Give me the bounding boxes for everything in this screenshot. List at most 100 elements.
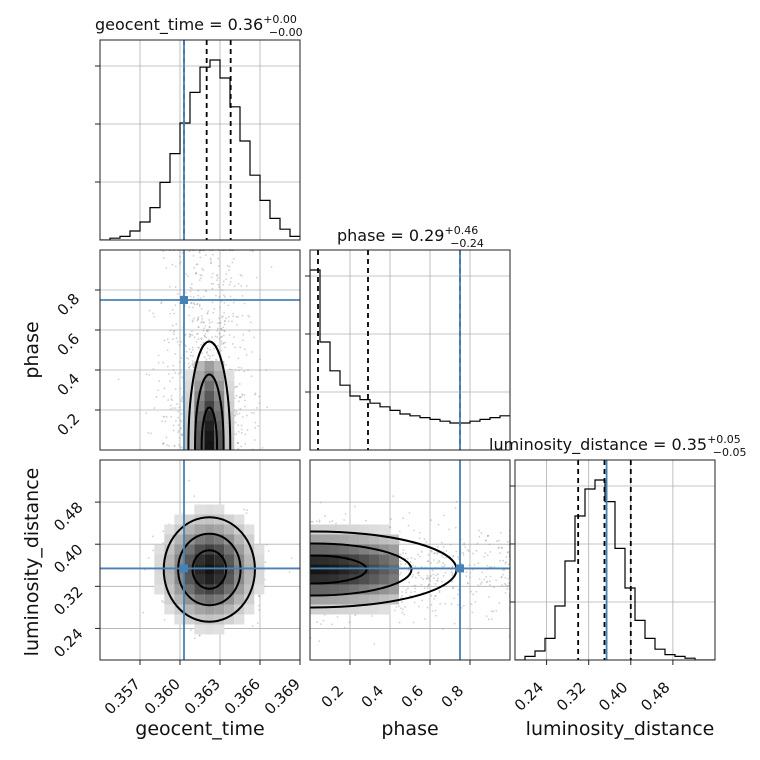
scatter-point	[442, 562, 444, 564]
density-cell	[339, 574, 349, 585]
scatter-point	[190, 283, 193, 285]
density-cell	[254, 554, 265, 565]
scatter-point	[212, 253, 214, 256]
density-cell	[234, 614, 245, 625]
scatter-point	[497, 547, 500, 550]
scatter-point	[485, 575, 488, 578]
scatter-point	[500, 546, 503, 549]
scatter-point	[176, 340, 179, 343]
scatter-point	[450, 603, 453, 605]
scatter-point	[208, 321, 211, 324]
density-cell	[234, 514, 245, 525]
scatter-point	[427, 583, 430, 586]
density-cell	[359, 544, 369, 555]
panel-geocent-time-vs-luminosity-distance	[99, 459, 301, 661]
scatter-point	[438, 589, 441, 592]
scatter-point	[208, 328, 211, 331]
scatter-point	[420, 565, 423, 568]
scatter-point	[181, 400, 184, 403]
density-cell	[194, 431, 205, 441]
scatter-point	[223, 330, 226, 333]
panel-luminosity_distance-frame	[514, 459, 716, 661]
scatter-point	[431, 610, 434, 612]
scatter-point	[215, 294, 217, 297]
scatter-point	[224, 346, 226, 349]
scatter-point	[177, 410, 179, 413]
scatter-point	[426, 577, 429, 580]
scatter-point	[192, 306, 194, 309]
scatter-point	[208, 326, 211, 329]
density-cell	[379, 534, 389, 545]
scatter-point	[243, 394, 246, 396]
density-cell	[244, 564, 255, 575]
scatter-point	[235, 433, 238, 435]
scatter-point	[166, 444, 168, 447]
scatter-point	[212, 354, 214, 357]
scatter-point	[399, 560, 402, 563]
density-cell	[204, 504, 215, 515]
scatter-point	[472, 593, 475, 596]
scatter-point	[175, 420, 177, 422]
scatter-point	[504, 584, 507, 586]
scatter-point	[240, 274, 243, 277]
scatter-point	[229, 280, 232, 283]
scatter-point	[411, 575, 414, 578]
scatter-point	[488, 543, 491, 546]
scatter-point	[243, 302, 246, 305]
density-cell	[184, 381, 195, 391]
scatter-point	[218, 317, 221, 320]
histogram-luminosity_distance	[515, 479, 715, 660]
scatter-point	[432, 573, 435, 576]
scatter-point	[254, 421, 257, 424]
scatter-point	[206, 347, 209, 350]
density-cell	[269, 604, 279, 614]
scatter-point	[169, 329, 172, 332]
density-cell	[184, 481, 194, 491]
scatter-point	[234, 414, 236, 417]
density-cell	[389, 534, 399, 545]
density-cell	[359, 604, 369, 615]
scatter-point	[150, 432, 152, 435]
scatter-point	[204, 254, 207, 257]
scatter-point	[165, 436, 168, 439]
scatter-point	[237, 442, 239, 444]
density-cell	[214, 514, 225, 525]
density-cell	[154, 554, 165, 565]
scatter-point	[197, 326, 200, 329]
scatter-point	[203, 334, 206, 337]
scatter-point	[206, 330, 208, 333]
scatter-point	[224, 341, 226, 344]
scatter-point	[414, 565, 417, 568]
xlabel-luminosity-distance: luminosity_distance	[526, 718, 715, 740]
density-cell	[214, 401, 225, 411]
scatter-point	[177, 416, 180, 419]
scatter-point	[191, 348, 194, 351]
scatter-point	[222, 342, 225, 345]
scatter-point	[198, 634, 201, 637]
scatter-point	[167, 341, 170, 344]
scatter-point	[157, 354, 160, 357]
scatter-point	[171, 263, 174, 266]
scatter-point	[191, 320, 194, 323]
density-cell	[379, 594, 389, 605]
scatter-point	[211, 321, 213, 323]
title-phase: phase = 0.29+0.46 −0.24	[337, 224, 484, 250]
density-cell	[164, 604, 175, 615]
xtick-label-geocent_time: 0.360	[141, 675, 184, 718]
scatter-point	[453, 597, 455, 600]
scatter-point	[240, 366, 243, 369]
scatter-point	[206, 312, 209, 315]
scatter-point	[162, 442, 165, 445]
scatter-point	[430, 519, 433, 522]
scatter-point	[354, 505, 356, 508]
scatter-point	[318, 520, 321, 523]
scatter-point	[258, 604, 261, 607]
density-cell	[254, 544, 265, 555]
scatter-point	[435, 614, 437, 617]
scatter-point	[450, 571, 453, 573]
scatter-point	[165, 416, 168, 418]
scatter-point	[413, 601, 416, 604]
scatter-point	[162, 250, 165, 253]
scatter-point	[165, 267, 168, 269]
density-cell	[329, 544, 339, 555]
